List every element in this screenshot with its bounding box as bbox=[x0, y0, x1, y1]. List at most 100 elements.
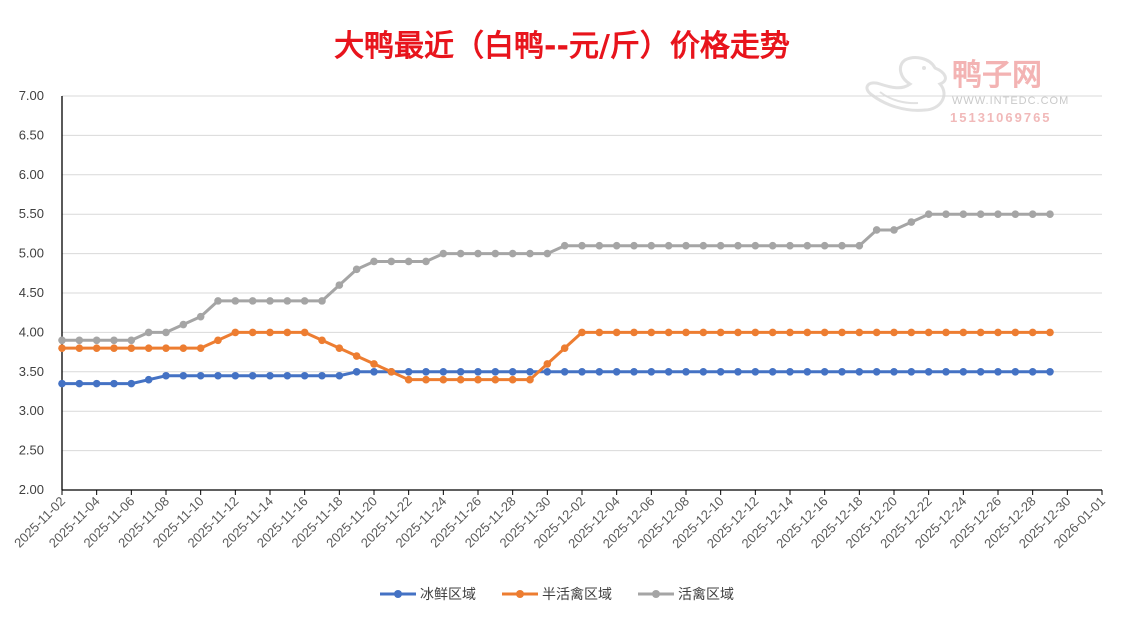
data-point bbox=[751, 328, 760, 337]
data-point bbox=[786, 328, 794, 337]
y-tick-label: 6.00 bbox=[19, 167, 44, 182]
data-point bbox=[664, 241, 673, 250]
series-group bbox=[58, 210, 1054, 388]
data-point bbox=[682, 241, 690, 250]
data-point bbox=[976, 210, 985, 218]
legend-label: 活禽区域 bbox=[678, 586, 734, 603]
y-tick-label: 2.00 bbox=[19, 482, 44, 497]
data-point bbox=[179, 344, 188, 352]
x-axis: 2025-11-022025-11-042025-11-062025-11-08… bbox=[11, 489, 1108, 551]
legend-item: 半活禽区域 bbox=[502, 586, 612, 603]
y-tick-label: 3.50 bbox=[19, 364, 44, 379]
data-point bbox=[196, 371, 205, 380]
data-point bbox=[768, 241, 777, 250]
data-point bbox=[716, 368, 725, 376]
data-point bbox=[543, 368, 552, 376]
data-point bbox=[92, 379, 101, 388]
data-point bbox=[439, 368, 448, 376]
data-point bbox=[144, 328, 153, 337]
data-point bbox=[404, 368, 413, 376]
data-point bbox=[456, 249, 465, 258]
watermark-phone: 15131069765 bbox=[950, 110, 1052, 125]
data-point bbox=[560, 241, 569, 250]
data-point bbox=[595, 241, 604, 250]
data-point bbox=[456, 375, 465, 384]
data-point bbox=[803, 368, 812, 376]
data-point bbox=[248, 371, 257, 380]
y-tick-label: 4.50 bbox=[19, 285, 44, 300]
data-point bbox=[214, 336, 222, 345]
data-point bbox=[595, 328, 604, 337]
data-point bbox=[560, 344, 569, 352]
series-2 bbox=[58, 328, 1054, 384]
data-point bbox=[682, 328, 690, 337]
data-point bbox=[699, 368, 708, 376]
data-point bbox=[942, 368, 950, 376]
data-point bbox=[231, 371, 240, 380]
data-point bbox=[578, 368, 586, 376]
data-point bbox=[630, 328, 638, 337]
data-point bbox=[144, 375, 153, 384]
data-point bbox=[786, 241, 794, 250]
legend-label: 冰鲜区域 bbox=[420, 587, 476, 603]
legend: 冰鲜区域 半活禽区域 活禽区域 bbox=[380, 586, 734, 603]
data-point bbox=[994, 210, 1002, 218]
data-point bbox=[855, 328, 864, 337]
data-point bbox=[820, 328, 829, 337]
data-point bbox=[526, 368, 534, 376]
duck-logo-icon bbox=[865, 56, 947, 112]
data-point bbox=[92, 344, 101, 352]
data-point bbox=[924, 328, 933, 337]
data-point bbox=[127, 344, 136, 352]
data-point bbox=[578, 328, 586, 337]
data-point bbox=[976, 368, 985, 376]
data-point bbox=[491, 375, 500, 384]
data-point bbox=[335, 344, 344, 352]
data-point bbox=[1046, 328, 1054, 337]
data-point bbox=[456, 368, 465, 376]
data-point bbox=[838, 241, 846, 250]
data-point bbox=[491, 249, 500, 258]
data-point bbox=[491, 368, 500, 376]
data-point bbox=[370, 368, 378, 376]
data-point bbox=[751, 368, 760, 376]
y-tick-label: 2.50 bbox=[19, 443, 44, 458]
data-point bbox=[734, 368, 742, 376]
legend-marker bbox=[516, 590, 524, 598]
data-point bbox=[560, 368, 569, 376]
data-point bbox=[283, 371, 292, 380]
data-point bbox=[439, 249, 448, 258]
data-point bbox=[838, 328, 846, 337]
data-point bbox=[699, 241, 708, 250]
data-point bbox=[179, 320, 188, 329]
data-point bbox=[820, 368, 829, 376]
data-point bbox=[768, 368, 777, 376]
series-line bbox=[62, 330, 1050, 382]
data-point bbox=[890, 368, 898, 376]
data-point bbox=[58, 336, 66, 345]
data-point bbox=[959, 210, 968, 218]
data-point bbox=[422, 375, 430, 384]
y-tick-label: 3.00 bbox=[19, 403, 44, 418]
data-point bbox=[248, 328, 257, 337]
data-point bbox=[578, 241, 586, 250]
data-point bbox=[907, 368, 916, 376]
data-point bbox=[820, 241, 829, 250]
data-point bbox=[890, 328, 898, 337]
data-point bbox=[110, 336, 118, 345]
data-point bbox=[872, 368, 881, 376]
data-point bbox=[75, 344, 84, 352]
data-point bbox=[422, 368, 430, 376]
data-point bbox=[474, 249, 482, 258]
data-point bbox=[283, 328, 292, 337]
data-point bbox=[526, 375, 534, 384]
data-point bbox=[110, 379, 118, 388]
data-point bbox=[942, 210, 950, 218]
data-point bbox=[231, 297, 240, 305]
data-point bbox=[508, 375, 517, 384]
data-point bbox=[318, 297, 326, 305]
data-point bbox=[543, 360, 552, 368]
data-point bbox=[300, 297, 309, 305]
data-point bbox=[543, 249, 552, 258]
